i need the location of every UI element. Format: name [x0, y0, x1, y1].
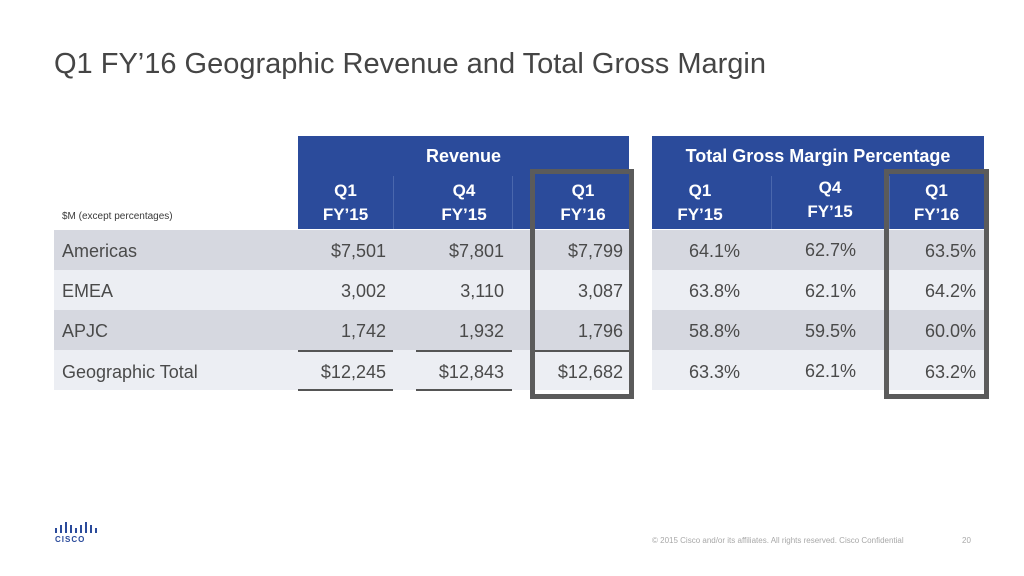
col-header-line2: FY’15: [677, 205, 723, 224]
col-header-line1: Q1: [688, 181, 712, 200]
cisco-logo-text: CISCO: [55, 535, 86, 544]
header-separator: [771, 176, 772, 229]
header-separator: [393, 176, 394, 229]
row-label-apjc: APJC: [62, 321, 109, 341]
page-number: 20: [962, 536, 971, 545]
col-header-gm-q4fy15: Q4 FY’15: [771, 176, 889, 224]
row-background: [54, 350, 984, 390]
slide-title: Q1 FY’16 Geographic Revenue and Total Gr…: [54, 48, 766, 80]
cell: 1,742: [340, 321, 386, 341]
cell: $12,682: [557, 362, 623, 382]
header-separator: [512, 176, 513, 229]
cell: $12,245: [320, 362, 386, 382]
col-header-line2: FY’16: [913, 205, 960, 224]
cell: 62.1%: [804, 281, 856, 301]
row-background: [54, 310, 984, 350]
header-separator: [889, 176, 890, 229]
cell: 63.8%: [688, 281, 740, 301]
col-header-line1: Q4: [452, 181, 476, 200]
cell: 3,002: [340, 281, 386, 301]
col-header-line1: Q1: [334, 181, 357, 200]
col-header-line1: Q1: [925, 181, 948, 200]
cell: 59.5%: [804, 321, 856, 341]
col-header-line2: FY’15: [322, 205, 369, 224]
cell: 3,110: [460, 281, 504, 301]
col-header-line1: Q4: [818, 178, 842, 197]
footer-copyright: © 2015 Cisco and/or its affiliates. All …: [652, 536, 904, 545]
cell: $7,801: [448, 241, 504, 261]
total-top-border: [416, 350, 512, 352]
cell: 64.1%: [688, 241, 740, 261]
col-header-rev-q1fy16: Q1 FY’16: [535, 179, 631, 227]
row-label-emea: EMEA: [62, 281, 114, 301]
cell: $12,843: [438, 362, 504, 382]
highlight-box-margin-q1fy16: [884, 169, 989, 399]
total-bottom-border: [416, 389, 512, 391]
cell: 64.2%: [924, 281, 976, 301]
cell: 63.5%: [924, 241, 976, 261]
total-bottom-border: [298, 389, 393, 391]
total-top-border: [535, 350, 629, 352]
cell: $7,501: [330, 241, 386, 261]
cell: 63.3%: [688, 362, 740, 382]
col-header-line2: FY’16: [560, 205, 606, 224]
revenue-header: Revenue: [425, 146, 502, 166]
col-header-rev-q4fy15: Q4 FY’15: [416, 179, 512, 227]
col-header-line2: FY’15: [807, 202, 853, 221]
row-background: [54, 270, 984, 310]
cell: 60.0%: [924, 321, 976, 341]
margin-header: Total Gross Margin Percentage: [685, 146, 951, 166]
cisco-bars-icon: [55, 522, 97, 533]
cell: 3,087: [577, 281, 623, 301]
margin-header-block: [652, 136, 984, 229]
col-header-gm-q1fy15: Q1 FY’15: [652, 179, 748, 227]
table-gap: [629, 230, 652, 390]
row-label-americas: Americas: [62, 241, 138, 261]
cell: 1,932: [458, 321, 504, 341]
cell: 1,796: [577, 321, 623, 341]
col-header-line1: Q1: [571, 181, 595, 200]
col-header-rev-q1fy15: Q1 FY’15: [298, 179, 393, 227]
cell: 62.1%: [804, 361, 856, 381]
row-background: [54, 230, 984, 270]
row-label-geographic-total: Geographic Total: [62, 362, 198, 382]
col-header-gm-q1fy16: Q1 FY’16: [889, 179, 984, 227]
units-label: $M (except percentages): [62, 211, 173, 222]
cell: 62.7%: [804, 240, 856, 260]
col-header-line2: FY’15: [441, 205, 487, 224]
cell: $7,799: [567, 241, 623, 261]
highlight-box-revenue-q1fy16: [530, 169, 634, 399]
cell: 58.8%: [688, 321, 740, 341]
total-top-border: [298, 350, 393, 352]
revenue-header-block: [298, 136, 629, 229]
cell: 63.2%: [924, 362, 976, 382]
